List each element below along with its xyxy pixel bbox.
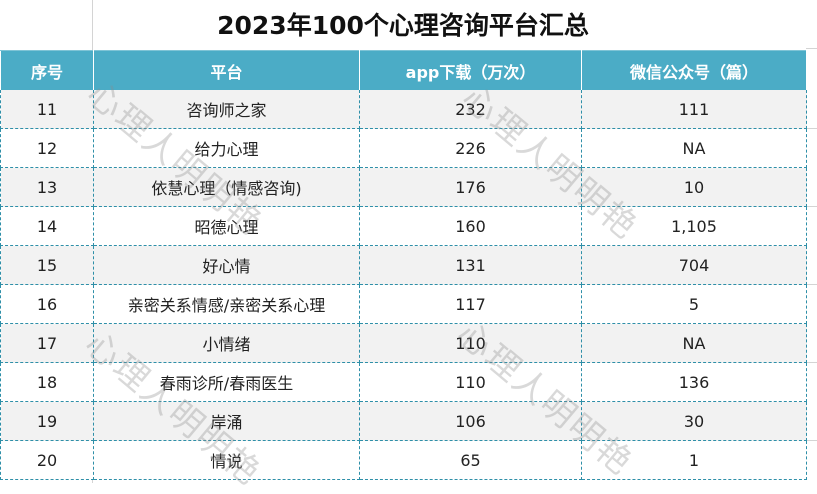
cell-app-downloads[interactable]: 131	[359, 245, 582, 285]
cell-wechat-articles[interactable]: 704	[581, 245, 807, 285]
cell-app-downloads[interactable]: 117	[359, 284, 582, 324]
cell-platform[interactable]: 春雨诊所/春雨医生	[93, 362, 360, 402]
table-header-row: 序号 平台 app下载（万次） 微信公众号（篇）	[0, 50, 807, 90]
sheet-title: 2023年100个心理咨询平台汇总	[217, 11, 589, 40]
cell-index[interactable]: 19	[0, 401, 94, 441]
table-row: 15 好心情 131 704	[0, 245, 807, 285]
cell-wechat-articles[interactable]: 1	[581, 440, 807, 480]
grid-line	[806, 284, 817, 285]
grid-line	[806, 128, 817, 129]
table-row: 11 咨询师之家 232 111	[0, 90, 807, 129]
platform-table: 序号 平台 app下载（万次） 微信公众号（篇） 11 咨询师之家 232 11…	[0, 50, 807, 480]
cell-app-downloads[interactable]: 226	[359, 128, 582, 168]
cell-wechat-articles[interactable]: NA	[581, 128, 807, 168]
table-row: 19 岸涌 106 30	[0, 401, 807, 441]
table-row: 20 情说 65 1	[0, 440, 807, 480]
cell-index[interactable]: 16	[0, 284, 94, 324]
cell-app-downloads[interactable]: 176	[359, 167, 582, 207]
cell-wechat-articles[interactable]: 1,105	[581, 206, 807, 246]
cell-app-downloads[interactable]: 232	[359, 90, 582, 129]
grid-line	[806, 206, 817, 207]
cell-wechat-articles[interactable]: 111	[581, 90, 807, 129]
cell-app-downloads[interactable]: 106	[359, 401, 582, 441]
grid-line	[806, 48, 817, 49]
cell-index[interactable]: 17	[0, 323, 94, 363]
header-index[interactable]: 序号	[0, 50, 94, 90]
table-row: 12 给力心理 226 NA	[0, 128, 807, 168]
cell-platform[interactable]: 小情绪	[93, 323, 360, 363]
table-row: 14 昭德心理 160 1,105	[0, 206, 807, 246]
cell-platform[interactable]: 情说	[93, 440, 360, 480]
cell-wechat-articles[interactable]: 136	[581, 362, 807, 402]
header-app-downloads[interactable]: app下载（万次）	[359, 50, 582, 90]
table-row: 13 依慧心理（情感咨询) 176 10	[0, 167, 807, 207]
grid-line	[806, 440, 817, 441]
cell-platform[interactable]: 好心情	[93, 245, 360, 285]
cell-app-downloads[interactable]: 110	[359, 362, 582, 402]
cell-index[interactable]: 14	[0, 206, 94, 246]
cell-index[interactable]: 13	[0, 167, 94, 207]
header-platform[interactable]: 平台	[93, 50, 360, 90]
cell-index[interactable]: 20	[0, 440, 94, 480]
header-wechat-articles[interactable]: 微信公众号（篇）	[581, 50, 807, 90]
table-row: 17 小情绪 110 NA	[0, 323, 807, 363]
cell-app-downloads[interactable]: 65	[359, 440, 582, 480]
cell-app-downloads[interactable]: 110	[359, 323, 582, 363]
cell-platform[interactable]: 给力心理	[93, 128, 360, 168]
grid-line	[806, 362, 817, 363]
cell-index[interactable]: 15	[0, 245, 94, 285]
cell-app-downloads[interactable]: 160	[359, 206, 582, 246]
cell-index[interactable]: 12	[0, 128, 94, 168]
cell-wechat-articles[interactable]: 30	[581, 401, 807, 441]
table-row: 16 亲密关系情感/亲密关系心理 117 5	[0, 284, 807, 324]
cell-index[interactable]: 18	[0, 362, 94, 402]
cell-platform[interactable]: 昭德心理	[93, 206, 360, 246]
cell-platform[interactable]: 依慧心理（情感咨询)	[93, 167, 360, 207]
cell-wechat-articles[interactable]: NA	[581, 323, 807, 363]
cell-platform[interactable]: 岸涌	[93, 401, 360, 441]
cell-wechat-articles[interactable]: 10	[581, 167, 807, 207]
cell-wechat-articles[interactable]: 5	[581, 284, 807, 324]
cell-platform[interactable]: 亲密关系情感/亲密关系心理	[93, 284, 360, 324]
table-row: 18 春雨诊所/春雨医生 110 136	[0, 362, 807, 402]
cell-index[interactable]: 11	[0, 90, 94, 129]
cell-platform[interactable]: 咨询师之家	[93, 90, 360, 129]
